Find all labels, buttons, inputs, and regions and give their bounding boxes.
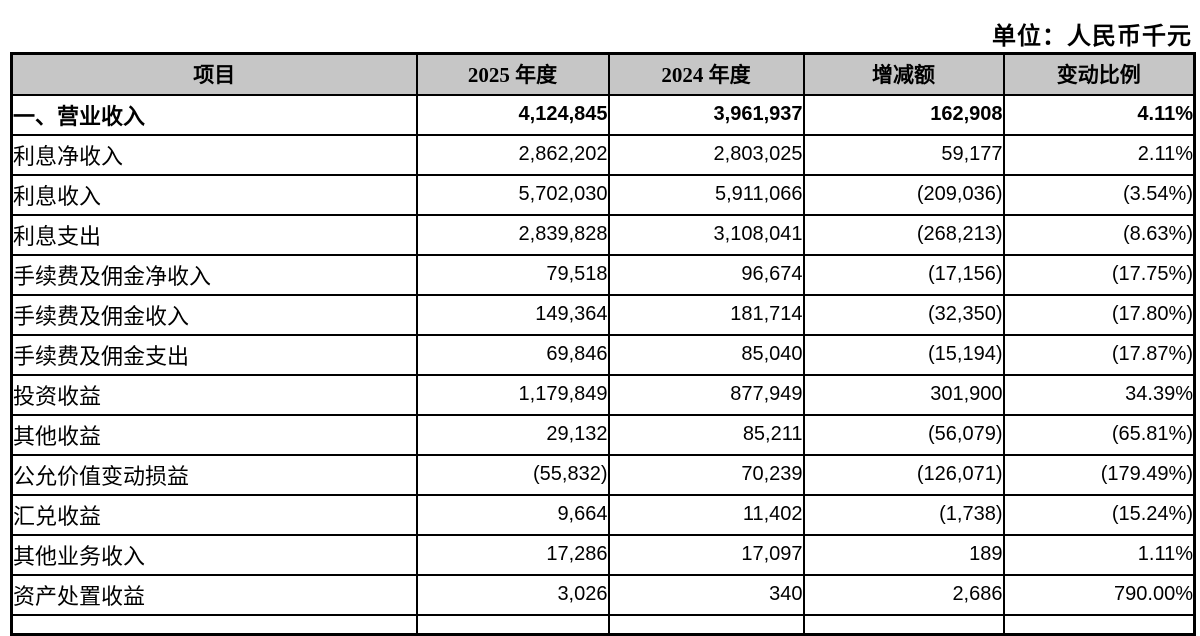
item-label: 利息净收入	[10, 133, 418, 176]
value-2025: 1,179,849	[415, 373, 610, 416]
col-header-item: 项目	[10, 52, 418, 96]
value-2025: 5,702,030	[415, 173, 610, 216]
value-2024: 181,714	[607, 293, 805, 336]
col-header-2025: 2025 年度	[415, 52, 610, 96]
change-amount: (126,071)	[802, 453, 1005, 496]
item-label: 利息收入	[10, 173, 418, 216]
value-2025: 2,839,828	[415, 213, 610, 256]
item-label: 手续费及佣金净收入	[10, 253, 418, 296]
value-2024: 3,108,041	[607, 213, 805, 256]
value-2024: 3,961,937	[607, 93, 805, 136]
change-amount: 189	[802, 533, 1005, 576]
value-2025: 79,518	[415, 253, 610, 296]
change-percent: 2.11%	[1002, 133, 1196, 176]
value-2024: 85,040	[607, 333, 805, 376]
item-label: 其他收益	[10, 413, 418, 456]
value-2025: 4,124,845	[415, 93, 610, 136]
table-row: 其他业务收入 17,286 17,097 189 1.11%	[10, 533, 1196, 576]
change-percent: (8.63%)	[1002, 213, 1196, 256]
item-label: 手续费及佣金支出	[10, 333, 418, 376]
change-amount: 59,177	[802, 133, 1005, 176]
change-percent: (17.75%)	[1002, 253, 1196, 296]
table-row: 资产处置收益 3,026 340 2,686 790.00%	[10, 573, 1196, 616]
change-percent: (15.24%)	[1002, 493, 1196, 536]
col-header-2024: 2024 年度	[607, 52, 805, 96]
change-percent: 790.00%	[1002, 573, 1196, 616]
change-amount: (209,036)	[802, 173, 1005, 216]
table-row: 汇兑收益 9,664 11,402 (1,738) (15.24%)	[10, 493, 1196, 536]
item-label: 投资收益	[10, 373, 418, 416]
value-2024: 877,949	[607, 373, 805, 416]
change-percent: (17.87%)	[1002, 333, 1196, 376]
item-label: 汇兑收益	[10, 493, 418, 536]
table-row: 一、营业收入 4,124,845 3,961,937 162,908 4.11%	[10, 93, 1196, 136]
table-header-row: 项目 2025 年度 2024 年度 增减额 变动比例	[10, 52, 1196, 96]
change-amount: (1,738)	[802, 493, 1005, 536]
col-header-change: 增减额	[802, 52, 1005, 96]
value-2024: 85,211	[607, 413, 805, 456]
change-amount: (15,194)	[802, 333, 1005, 376]
item-label: 利息支出	[10, 213, 418, 256]
table-row: 利息收入 5,702,030 5,911,066 (209,036) (3.54…	[10, 173, 1196, 216]
value-2024: 5,911,066	[607, 173, 805, 216]
change-amount: 162,908	[802, 93, 1005, 136]
table-row: 利息支出 2,839,828 3,108,041 (268,213) (8.63…	[10, 213, 1196, 256]
item-label: 手续费及佣金收入	[10, 293, 418, 336]
table-row: 其他收益 29,132 85,211 (56,079) (65.81%)	[10, 413, 1196, 456]
table-row: 投资收益 1,179,849 877,949 301,900 34.39%	[10, 373, 1196, 416]
change-percent: 4.11%	[1002, 93, 1196, 136]
value-2025: 3,026	[415, 573, 610, 616]
value-2025: 9,664	[415, 493, 610, 536]
value-2024: 70,239	[607, 453, 805, 496]
item-label: 资产处置收益	[10, 573, 418, 616]
change-percent: (65.81%)	[1002, 413, 1196, 456]
unit-label: 单位：人民币千元	[992, 24, 1192, 50]
financial-table: 项目 2025 年度 2024 年度 增减额 变动比例 一、营业收入 4,124…	[10, 52, 1196, 636]
item-label: 其他业务收入	[10, 533, 418, 576]
value-2025: 2,862,202	[415, 133, 610, 176]
value-2025: 69,846	[415, 333, 610, 376]
table-row: 利息净收入 2,862,202 2,803,025 59,177 2.11%	[10, 133, 1196, 176]
value-2024: 2,803,025	[607, 133, 805, 176]
table-row: 公允价值变动损益 (55,832) 70,239 (126,071) (179.…	[10, 453, 1196, 496]
value-2025: 17,286	[415, 533, 610, 576]
table-row: 手续费及佣金净收入 79,518 96,674 (17,156) (17.75%…	[10, 253, 1196, 296]
change-amount: 2,686	[802, 573, 1005, 616]
table-row: 手续费及佣金支出 69,846 85,040 (15,194) (17.87%)	[10, 333, 1196, 376]
change-amount: (32,350)	[802, 293, 1005, 336]
change-percent: (179.49%)	[1002, 453, 1196, 496]
value-2025: 149,364	[415, 293, 610, 336]
table-row: 手续费及佣金收入 149,364 181,714 (32,350) (17.80…	[10, 293, 1196, 336]
item-label: 公允价值变动损益	[10, 453, 418, 496]
change-amount: (56,079)	[802, 413, 1005, 456]
item-label: 一、营业收入	[10, 93, 418, 136]
change-percent: (17.80%)	[1002, 293, 1196, 336]
change-percent: 1.11%	[1002, 533, 1196, 576]
change-percent: 34.39%	[1002, 373, 1196, 416]
col-header-pct: 变动比例	[1002, 52, 1196, 96]
value-2024: 96,674	[607, 253, 805, 296]
change-amount: 301,900	[802, 373, 1005, 416]
value-2024: 11,402	[607, 493, 805, 536]
value-2025: 29,132	[415, 413, 610, 456]
change-amount: (17,156)	[802, 253, 1005, 296]
value-2025: (55,832)	[415, 453, 610, 496]
change-amount: (268,213)	[802, 213, 1005, 256]
value-2024: 340	[607, 573, 805, 616]
value-2024: 17,097	[607, 533, 805, 576]
change-percent: (3.54%)	[1002, 173, 1196, 216]
